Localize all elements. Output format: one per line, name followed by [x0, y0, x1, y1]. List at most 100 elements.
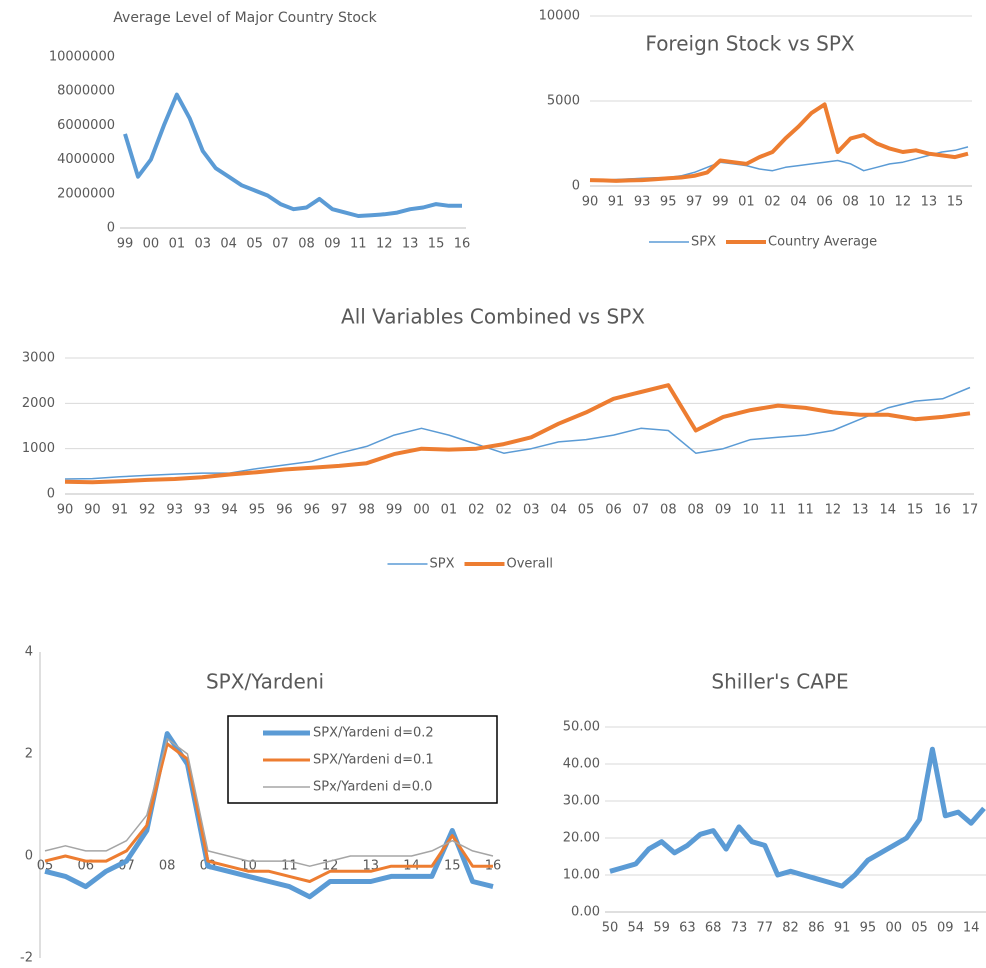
x-tick-label: 15	[947, 195, 964, 210]
y-tick-label: 2000	[22, 396, 55, 411]
data-line	[609, 746, 986, 889]
legend-label: SPX/Yardeni d=0.2	[313, 726, 434, 741]
x-tick-label: 05	[578, 503, 595, 518]
y-tick-label: -2	[20, 951, 33, 965]
x-tick-label: 13	[402, 237, 419, 252]
x-tick-label: 11	[350, 237, 367, 252]
y-tick-label: 8000000	[57, 84, 115, 99]
x-tick-label: 92	[139, 503, 156, 518]
x-tick-label: 09	[937, 921, 954, 936]
x-tick-label: 05	[37, 859, 54, 874]
x-tick-label: 96	[304, 503, 321, 518]
y-tick-label: 40.00	[563, 757, 600, 772]
x-tick-label: 95	[860, 921, 877, 936]
x-tick-label: 63	[679, 921, 696, 936]
x-tick-label: 04	[550, 503, 567, 518]
x-tick-label: 90	[582, 195, 599, 210]
x-tick-label: 00	[885, 921, 902, 936]
x-tick-label: 97	[331, 503, 348, 518]
x-tick-label: 82	[782, 921, 799, 936]
data-line	[64, 383, 971, 485]
x-tick-label: 11	[797, 503, 814, 518]
y-tick-label: 0	[25, 849, 33, 864]
y-tick-label: 6000000	[57, 118, 115, 133]
legend-label: SPx/Yardeni d=0.0	[313, 780, 432, 795]
x-tick-label: 03	[523, 503, 540, 518]
x-tick-label: 02	[496, 503, 513, 518]
data-line	[44, 731, 494, 900]
x-tick-label: 99	[712, 195, 729, 210]
y-tick-label: 2000000	[57, 186, 115, 201]
y-tick-label: 0	[47, 487, 55, 502]
x-tick-label: 11	[770, 503, 787, 518]
y-tick-label: 10.00	[563, 868, 600, 883]
x-tick-label: 06	[816, 195, 833, 210]
data-line	[44, 742, 493, 883]
x-tick-label: 06	[605, 503, 622, 518]
x-tick-label: 96	[276, 503, 293, 518]
x-tick-label: 98	[358, 503, 375, 518]
x-tick-label: 05	[246, 237, 263, 252]
chart-title: Foreign Stock vs SPX	[645, 32, 854, 56]
x-tick-label: 02	[468, 503, 485, 518]
x-tick-label: 99	[386, 503, 403, 518]
y-tick-label: 10000	[539, 9, 580, 24]
x-tick-label: 91	[112, 503, 129, 518]
y-tick-label: 2	[25, 747, 33, 762]
x-tick-label: 77	[756, 921, 773, 936]
x-tick-label: 17	[962, 503, 979, 518]
chart-title: Average Level of Major Country Stock	[113, 10, 377, 26]
x-tick-label: 03	[194, 237, 211, 252]
x-tick-label: 04	[790, 195, 807, 210]
x-tick-label: 93	[634, 195, 651, 210]
legend-label: Country Average	[768, 235, 877, 250]
x-tick-label: 08	[159, 859, 176, 874]
y-tick-label: 0.00	[571, 905, 600, 920]
x-tick-label: 08	[298, 237, 315, 252]
chart-title: All Variables Combined vs SPX	[341, 305, 645, 329]
x-tick-label: 01	[738, 195, 755, 210]
x-tick-label: 10	[742, 503, 759, 518]
y-tick-label: 0	[572, 179, 580, 194]
y-tick-label: 4	[25, 645, 33, 660]
y-tick-label: 50.00	[563, 720, 600, 735]
data-line	[123, 92, 462, 218]
x-tick-label: 90	[57, 503, 74, 518]
y-tick-label: 1000	[22, 441, 55, 456]
x-tick-label: 86	[808, 921, 825, 936]
y-tick-label: 10000000	[49, 50, 115, 65]
x-tick-label: 59	[653, 921, 670, 936]
x-tick-label: 14	[963, 921, 980, 936]
x-tick-label: 13	[921, 195, 938, 210]
x-tick-label: 01	[169, 237, 186, 252]
x-tick-label: 94	[221, 503, 238, 518]
x-tick-label: 00	[413, 503, 430, 518]
x-tick-label: 90	[84, 503, 101, 518]
x-tick-label: 02	[764, 195, 781, 210]
y-tick-label: 3000	[22, 351, 55, 366]
data-line	[64, 386, 971, 480]
x-tick-label: 12	[376, 237, 393, 252]
chart-title: Shiller's CAPE	[711, 670, 848, 694]
x-tick-label: 68	[705, 921, 722, 936]
x-tick-label: 73	[731, 921, 748, 936]
legend-label: Overall	[507, 557, 553, 572]
x-tick-label: 05	[911, 921, 928, 936]
x-tick-label: 15	[907, 503, 924, 518]
x-tick-label: 93	[194, 503, 211, 518]
legend-label: SPX	[691, 235, 716, 250]
y-tick-label: 4000000	[57, 152, 115, 167]
x-tick-label: 07	[633, 503, 650, 518]
chart-title: SPX/Yardeni	[206, 670, 324, 694]
x-tick-label: 14	[879, 503, 896, 518]
x-tick-label: 50	[602, 921, 619, 936]
x-tick-label: 01	[441, 503, 458, 518]
x-tick-label: 54	[628, 921, 645, 936]
x-tick-label: 04	[220, 237, 237, 252]
legend-label: SPX/Yardeni d=0.1	[313, 753, 434, 768]
y-tick-label: 30.00	[563, 794, 600, 809]
x-tick-label: 93	[166, 503, 183, 518]
x-tick-label: 97	[686, 195, 703, 210]
x-tick-label: 08	[687, 503, 704, 518]
